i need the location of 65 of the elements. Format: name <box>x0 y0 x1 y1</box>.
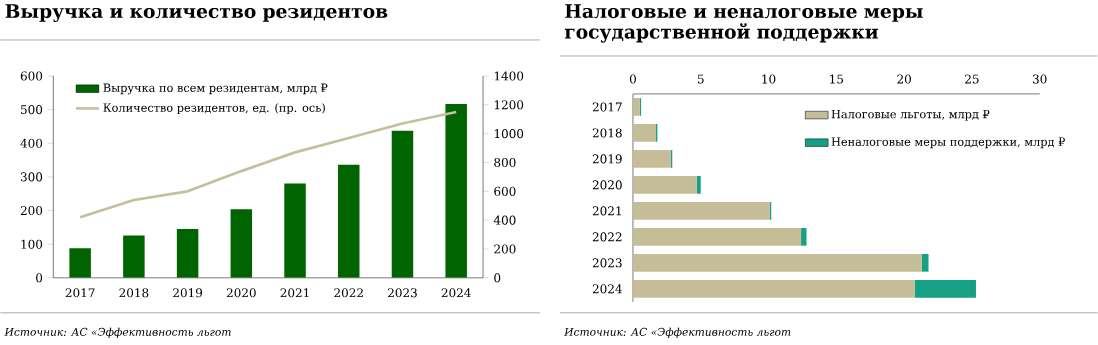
bar <box>69 248 91 278</box>
bar <box>176 229 199 278</box>
x-tick-label: 2023 <box>388 288 417 298</box>
x-tick-label: 2024 <box>441 288 471 298</box>
x-tick-label: 0 <box>629 74 636 84</box>
y-tick-label: 2018 <box>592 128 622 138</box>
legend-label: Выручка по всем резидентам, млрд ₽ <box>103 83 328 95</box>
bar <box>632 176 697 194</box>
y-tick-label: 500 <box>21 105 43 115</box>
x-tick-label: 2019 <box>173 288 203 298</box>
x-tick-label: 2020 <box>226 288 256 298</box>
legend-label: Количество резидентов, ед. (пр. ось) <box>103 103 325 115</box>
text: Источник: АС «Эффективность льгот <box>564 327 791 339</box>
y2-tick-label: 0 <box>494 273 501 283</box>
y-tick-label: 300 <box>20 172 43 182</box>
y2-tick-label: 1400 <box>494 71 524 81</box>
bar <box>391 130 414 278</box>
bar <box>801 228 807 246</box>
bar <box>632 124 657 142</box>
bar <box>338 164 360 278</box>
y2-tick-label: 1200 <box>494 100 524 110</box>
text: Источник: АС «Эффективность льгот <box>4 327 231 339</box>
bar <box>123 235 145 278</box>
x-tick-label: 5 <box>697 74 704 84</box>
y-tick-label: 2022 <box>592 232 622 242</box>
bar <box>632 228 802 246</box>
x-tick-label: 30 <box>1032 74 1047 84</box>
x-tick-label: 20 <box>897 74 911 84</box>
y-tick-label: 2020 <box>592 180 622 190</box>
y-tick-label: 2017 <box>592 102 622 112</box>
bar <box>632 202 770 220</box>
x-tick-label: 2021 <box>280 288 309 298</box>
y-tick-label: 2023 <box>592 258 622 268</box>
y2-tick-label: 800 <box>494 158 516 168</box>
y-tick-label: 600 <box>20 71 43 81</box>
chart-title: Выручка и количество резидентов <box>5 4 388 23</box>
bar <box>230 209 253 278</box>
y-tick-label: 2021 <box>592 206 621 216</box>
y2-tick-label: 1000 <box>494 129 524 139</box>
bar <box>914 280 976 298</box>
x-tick-label: 2018 <box>119 288 149 298</box>
bar <box>632 150 671 168</box>
x-tick-label: 2017 <box>65 288 95 298</box>
legend-label: Налоговые льготы, млрд ₽ <box>831 110 990 121</box>
x-tick-label: 2022 <box>334 288 363 298</box>
y-tick-label: 200 <box>20 206 43 216</box>
legend-label: Неналоговые меры поддержки, млрд ₽ <box>831 137 1065 149</box>
y2-tick-label: 400 <box>493 215 516 225</box>
x-tick-label: 10 <box>762 74 776 84</box>
y-tick-label: 400 <box>20 138 43 148</box>
y2-tick-label: 200 <box>494 244 516 254</box>
bar <box>632 98 640 116</box>
x-tick-label: 15 <box>830 74 844 84</box>
chart-title: Налоговые и неналоговые меры государственной поддержки <box>564 4 923 43</box>
bar <box>445 103 467 278</box>
y-tick-label: 2019 <box>592 154 622 164</box>
y-tick-label: 0 <box>36 273 43 283</box>
bar <box>921 254 929 272</box>
bar <box>696 176 701 194</box>
y2-tick-label: 600 <box>494 186 516 196</box>
y-tick-label: 100 <box>21 239 43 249</box>
bar <box>284 183 306 278</box>
bar <box>632 254 922 272</box>
bar <box>632 280 915 298</box>
x-tick-label: 25 <box>965 74 979 84</box>
